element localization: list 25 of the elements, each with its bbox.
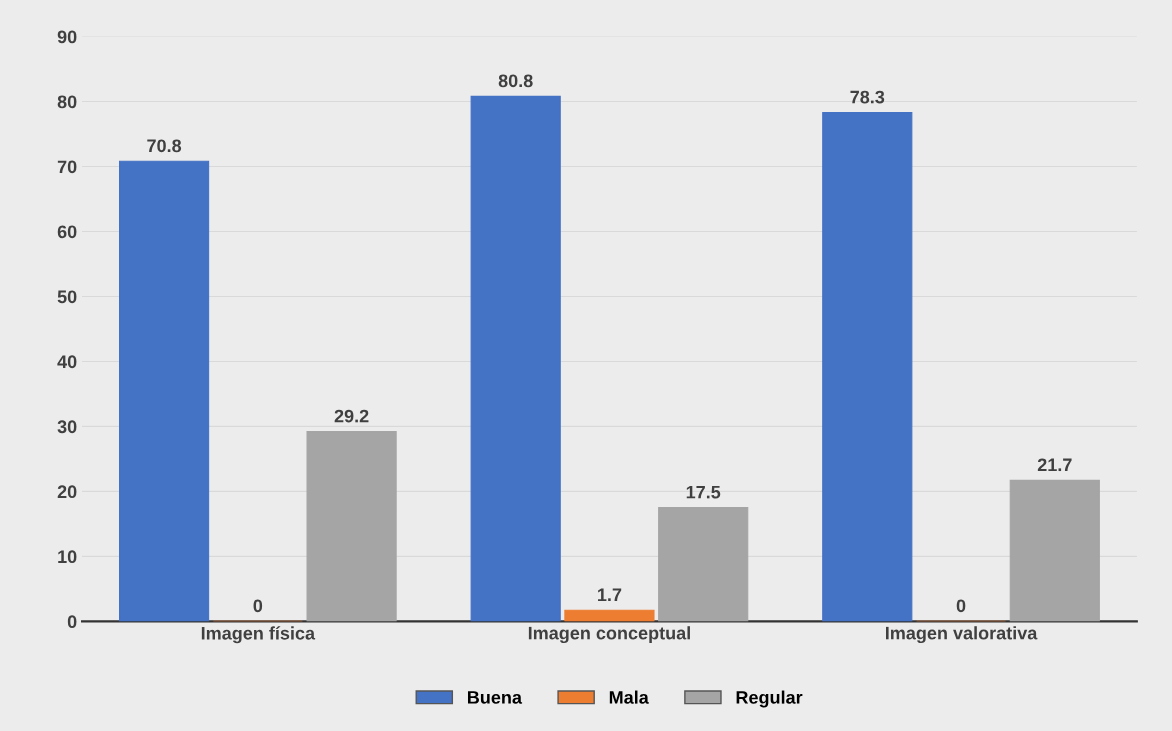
x-tick-label: Imagen conceptual (528, 626, 690, 644)
data-label: 21.7 (1037, 458, 1072, 472)
legend-label: Mala (609, 690, 649, 704)
legend-label: Regular (736, 690, 803, 708)
x-tick-label: Imagen física (201, 626, 316, 644)
y-tick-label: 10 (58, 550, 77, 564)
y-tick-label: 0 (67, 615, 77, 629)
data-label: 80.8 (498, 74, 533, 88)
y-tick-label: 70 (57, 160, 77, 174)
data-label: 78.3 (850, 90, 885, 104)
y-tick-label: 90 (57, 30, 77, 44)
y-tick-label: 30 (57, 420, 77, 434)
data-label: 29.2 (334, 409, 369, 423)
legend-label: Buena (467, 691, 523, 704)
data-label: 0 (956, 599, 966, 613)
y-tick-label: 40 (57, 355, 77, 369)
y-tick-label: 20 (57, 485, 77, 499)
y-tick-label: 80 (57, 95, 77, 109)
data-label: 0 (253, 599, 263, 613)
x-tick-label: Imagen valorativa (885, 626, 1038, 644)
y-tick-label: 60 (57, 225, 77, 239)
y-tick-label: 50 (57, 290, 77, 304)
data-label: 1.7 (598, 588, 622, 601)
data-label: 17.5 (686, 485, 721, 499)
data-label: 70.8 (147, 139, 182, 153)
